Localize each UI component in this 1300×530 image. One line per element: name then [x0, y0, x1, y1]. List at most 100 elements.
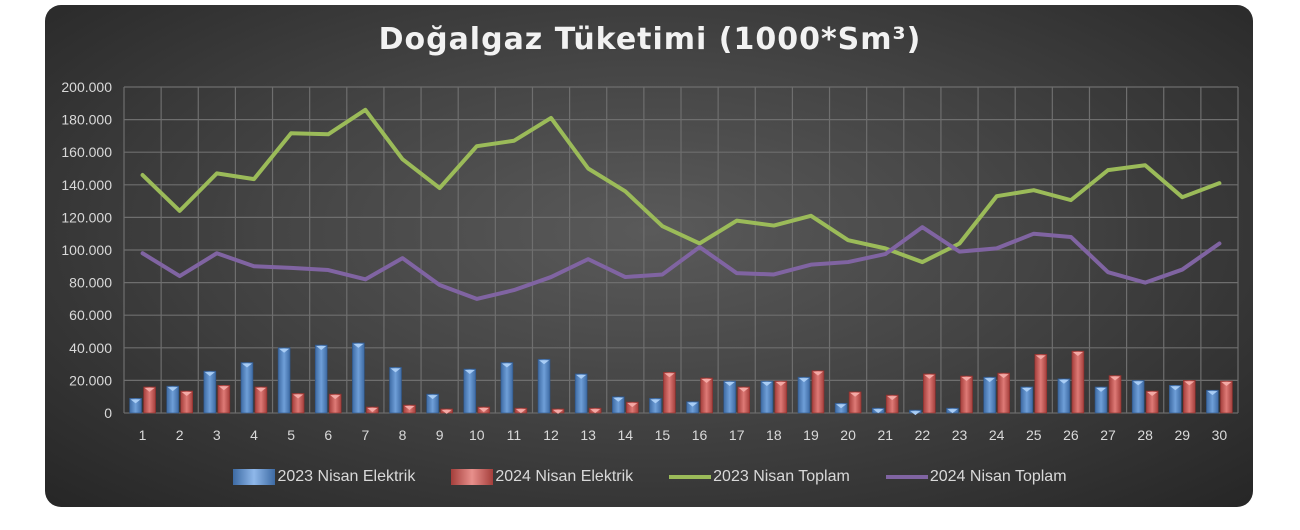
- bar-bevel: [144, 387, 155, 392]
- bar-2023-elektrik: [649, 398, 662, 414]
- bar-2024-elektrik: [328, 393, 342, 414]
- bar-bevel: [1072, 352, 1083, 357]
- y-tick-label: 100.000: [61, 242, 112, 258]
- legend-label: 2023 Nisan Elektrik: [277, 468, 416, 485]
- y-tick-label: 60.000: [69, 307, 112, 323]
- bar-bevel: [204, 372, 215, 377]
- bar-bevel: [427, 395, 438, 400]
- bar-2024-elektrik: [663, 371, 676, 414]
- bar-bevel: [1096, 387, 1107, 392]
- bar-2024-elektrik: [997, 372, 1010, 414]
- legend-item: 2023 Nisan Elektrik: [233, 468, 415, 486]
- x-tick-label: 1: [139, 427, 147, 443]
- bar-2023-elektrik: [983, 376, 996, 414]
- x-tick-label: 21: [877, 427, 893, 443]
- bar-2023-elektrik: [166, 385, 179, 414]
- x-tick-label: 6: [324, 427, 332, 443]
- legend-swatch: [885, 475, 928, 479]
- bar-2023-elektrik: [240, 362, 254, 414]
- bar-bevel: [1035, 355, 1046, 360]
- bar-2024-elektrik: [625, 401, 639, 414]
- bar-2024-elektrik: [923, 373, 936, 414]
- bar-2024-elektrik: [848, 391, 862, 414]
- x-tick-label: 19: [803, 427, 819, 443]
- x-tick-label: 8: [399, 427, 407, 443]
- legend: 2023 Nisan Elektrik 2024 Nisan Elektrik …: [0, 468, 1300, 486]
- bar-2024-elektrik: [960, 375, 973, 414]
- bar-bevel: [553, 409, 564, 414]
- bar-bevel: [850, 392, 861, 397]
- x-tick-label: 30: [1212, 427, 1228, 443]
- bar-bevel: [539, 360, 550, 365]
- x-tick-label: 15: [655, 427, 671, 443]
- bar-bevel: [576, 374, 587, 379]
- bar-2023-elektrik: [797, 376, 811, 414]
- bar-2024-elektrik: [1183, 380, 1196, 414]
- y-tick-label: 80.000: [69, 275, 112, 291]
- bar-bevel: [330, 395, 341, 400]
- chart-panel: [45, 5, 1253, 507]
- bar-bevel: [761, 382, 772, 387]
- bar-2024-elektrik: [1108, 375, 1122, 414]
- bar-2024-elektrik: [1220, 380, 1233, 414]
- x-tick-label: 14: [618, 427, 634, 443]
- bar-bevel: [501, 363, 512, 368]
- bar-bevel: [1021, 387, 1032, 392]
- bar-2023-elektrik: [352, 342, 365, 414]
- bar-bevel: [738, 387, 749, 392]
- x-tick-label: 4: [250, 427, 258, 443]
- x-tick-label: 29: [1175, 427, 1191, 443]
- legend-swatch: [669, 475, 712, 479]
- bar-bevel: [650, 399, 661, 404]
- bar-bevel: [1110, 376, 1121, 381]
- bar-2024-elektrik: [254, 386, 268, 414]
- bar-2024-elektrik: [811, 370, 825, 414]
- bar-bevel: [1170, 386, 1181, 391]
- bar-2023-elektrik: [277, 347, 291, 414]
- line-2024-toplam: [140, 225, 1222, 301]
- x-tick-label: 13: [580, 427, 596, 443]
- bar-bevel: [167, 387, 178, 392]
- bar-bevel: [798, 378, 809, 383]
- x-tick-label: 20: [840, 427, 856, 443]
- legend-swatch: [233, 469, 276, 485]
- bar-bevel: [984, 378, 995, 383]
- bar-bevel: [1147, 391, 1158, 396]
- x-tick-label: 9: [436, 427, 444, 443]
- bar-2024-elektrik: [180, 390, 193, 414]
- bar-bevel: [924, 374, 935, 379]
- bar-bevel: [130, 399, 141, 404]
- x-tick-label: 11: [507, 427, 522, 443]
- x-tick-label: 28: [1137, 427, 1153, 443]
- x-tick-label: 5: [287, 427, 295, 443]
- bar-2023-elektrik: [1020, 386, 1034, 414]
- bar-bevel: [1058, 379, 1069, 384]
- bar-bevel: [390, 368, 401, 373]
- x-tick-label: 3: [213, 427, 221, 443]
- legend-label: 2024 Nisan Toplam: [929, 468, 1067, 485]
- bar-2023-elektrik: [686, 401, 699, 414]
- bar-2023-elektrik: [1206, 389, 1219, 414]
- bar-bevel: [836, 404, 847, 409]
- bar-2023-elektrik: [389, 367, 402, 414]
- bar-2023-elektrik: [723, 380, 737, 414]
- bar-bevel: [255, 387, 266, 392]
- x-tick-label: 16: [692, 427, 708, 443]
- y-tick-label: 140.000: [61, 177, 112, 193]
- legend-item: 2024 Nisan Toplam: [885, 468, 1067, 486]
- bar-bevel: [1207, 391, 1218, 396]
- x-tick-label: 2: [176, 427, 184, 443]
- y-tick-label: 160.000: [61, 144, 112, 160]
- bar-2024-elektrik: [1034, 354, 1048, 414]
- bar-bevel: [998, 374, 1009, 379]
- bar-bevel: [724, 382, 735, 387]
- bar-bevel: [367, 407, 378, 412]
- bar-bevel: [775, 382, 786, 387]
- bar-bevel: [441, 409, 452, 414]
- bar-2023-elektrik: [1057, 378, 1071, 414]
- bar-2023-elektrik: [203, 370, 217, 414]
- bar-bevel: [910, 411, 921, 416]
- x-tick-label: 12: [543, 427, 559, 443]
- bar-2024-elektrik: [737, 386, 751, 414]
- bar-bevel: [687, 402, 698, 407]
